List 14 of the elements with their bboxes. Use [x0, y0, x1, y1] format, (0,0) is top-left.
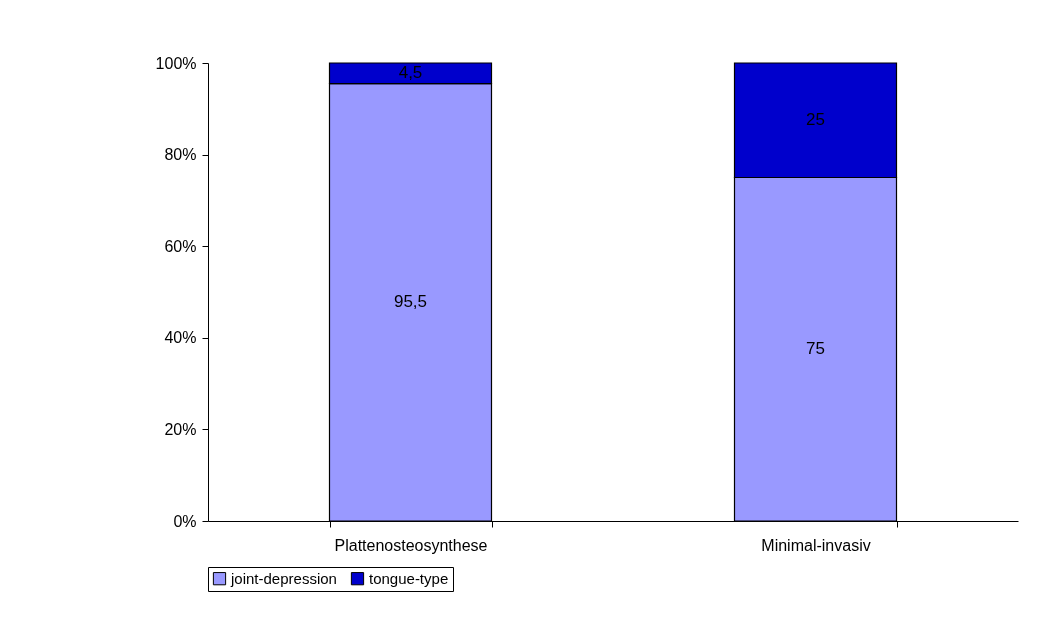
data-label: 75 — [806, 339, 825, 359]
legend-label: tongue-type — [369, 569, 449, 587]
data-label: 95,5 — [393, 292, 428, 312]
x-tick-label: Plattenosteosynthese — [334, 536, 488, 554]
legend-label: joint-depression — [230, 569, 337, 587]
y-tick-label: 0% — [173, 512, 197, 530]
data-label: 4,5 — [398, 63, 423, 83]
y-tick-label: 80% — [164, 146, 197, 164]
data-label: 25 — [806, 110, 825, 130]
y-tick-label: 100% — [155, 54, 197, 72]
y-tick-label: 40% — [164, 329, 197, 347]
y-tick-label: 20% — [164, 420, 197, 438]
x-tick-label: Minimal-invasiv — [761, 536, 871, 554]
y-tick-label: 60% — [164, 237, 197, 255]
